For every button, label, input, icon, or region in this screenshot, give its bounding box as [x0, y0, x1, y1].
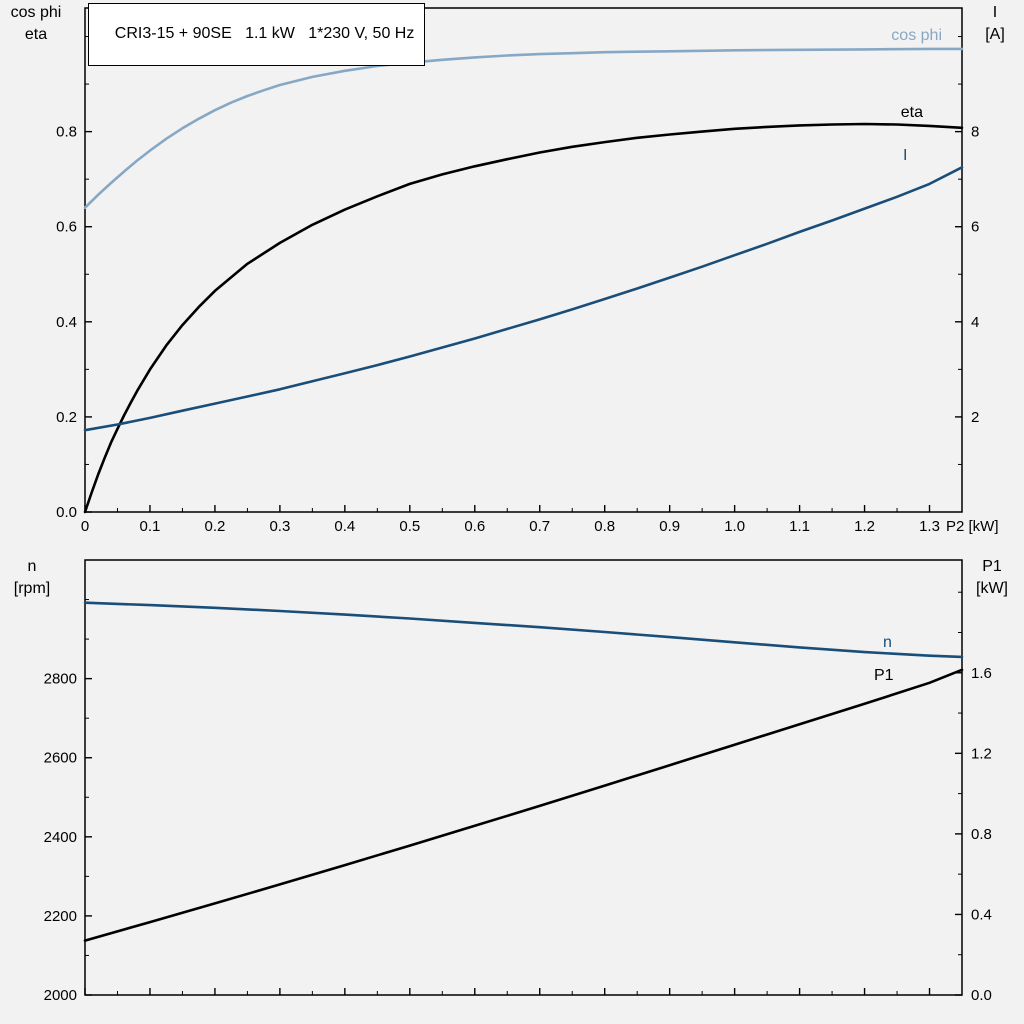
svg-text:1.2: 1.2 — [854, 518, 875, 535]
top-left-axis-label-line1: cos phi — [10, 4, 62, 21]
svg-text:0.8: 0.8 — [56, 124, 77, 141]
top-chart-canvas: 0 0.1 0.2 0.3 0.4 0.5 0.6 0.7 0.8 0.9 1.0 1.1 1.2 1.3… — [56, 7, 999, 535]
svg-text:1.3: 1.3 — [919, 518, 940, 535]
chart-title-box: CRI3-15 + 90SE 1.1 kW 1*230 V, 50 Hz — [88, 3, 426, 66]
curve-label-speed: n — [883, 634, 892, 651]
curve-label-cos-phi: cos phi — [891, 27, 942, 44]
svg-text:2200: 2200 — [44, 908, 77, 925]
svg-text:0.4: 0.4 — [971, 906, 992, 923]
svg-text:0.4: 0.4 — [56, 314, 77, 331]
svg-text:0.3: 0.3 — [269, 518, 290, 535]
svg-text:0.4: 0.4 — [334, 518, 355, 535]
svg-text:0.5: 0.5 — [399, 518, 420, 535]
top-right-axis-label-line2: [A] — [985, 26, 1005, 43]
svg-text:6: 6 — [971, 219, 979, 236]
svg-text:0.2: 0.2 — [204, 518, 225, 535]
bottom-right-axis-label-line1: P1 — [982, 558, 1002, 575]
curve-label-current: I — [903, 147, 908, 164]
svg-text:0.2: 0.2 — [56, 409, 77, 426]
svg-text:4: 4 — [971, 314, 979, 331]
svg-text:P2 [kW]: P2 [kW] — [946, 518, 999, 535]
svg-text:2400: 2400 — [44, 829, 77, 846]
curve-label-eta: eta — [900, 104, 923, 121]
svg-text:2: 2 — [971, 409, 979, 426]
svg-text:0.0: 0.0 — [56, 504, 77, 521]
svg-text:2600: 2600 — [44, 750, 77, 767]
svg-text:0.0: 0.0 — [971, 987, 992, 1004]
svg-text:0.1: 0.1 — [140, 518, 161, 535]
chart-title: CRI3-15 + 90SE 1.1 kW 1*230 V, 50 Hz — [114, 25, 415, 42]
svg-text:1.2: 1.2 — [971, 745, 992, 762]
bottom-chart-canvas: 2000 2200 2400 2600 2800 0.0 0.4 0.8 1.2 1.6 — [44, 559, 992, 1004]
bottom-right-axis-label-line2: [kW] — [976, 580, 1008, 597]
svg-text:2000: 2000 — [44, 987, 77, 1004]
svg-text:0.6: 0.6 — [464, 518, 485, 535]
bottom-left-axis-label-line2: [rpm] — [13, 580, 51, 597]
svg-text:0.9: 0.9 — [659, 518, 680, 535]
bottom-left-axis-label-line1: n — [27, 558, 37, 575]
svg-text:0: 0 — [81, 518, 89, 535]
svg-text:2800: 2800 — [44, 671, 77, 688]
top-left-axis-label-line2: eta — [24, 26, 48, 43]
curve-label-p1: P1 — [874, 667, 894, 684]
svg-text:0.8: 0.8 — [594, 518, 615, 535]
svg-text:1.6: 1.6 — [971, 665, 992, 682]
svg-text:0.8: 0.8 — [971, 826, 992, 843]
svg-text:1.1: 1.1 — [789, 518, 810, 535]
svg-text:0.7: 0.7 — [529, 518, 550, 535]
svg-text:8: 8 — [971, 124, 979, 141]
svg-text:1.0: 1.0 — [724, 518, 745, 535]
top-right-axis-label-line1: I — [992, 4, 998, 21]
svg-text:0.6: 0.6 — [56, 219, 77, 236]
